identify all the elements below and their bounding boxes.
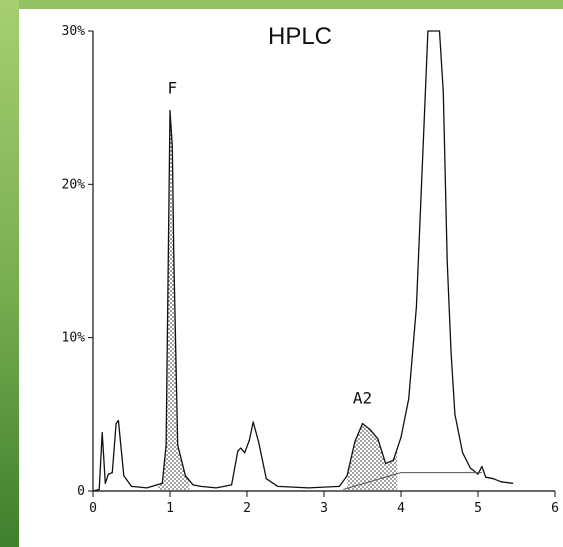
data-point xyxy=(485,477,486,478)
chromatogram-trace xyxy=(92,30,513,491)
shaded-peak-F xyxy=(158,111,189,491)
data-point xyxy=(244,452,245,453)
data-point xyxy=(393,460,394,461)
data-point xyxy=(193,484,194,485)
peak-label-f: F xyxy=(167,79,177,98)
data-point xyxy=(253,421,254,422)
data-point xyxy=(454,414,455,415)
data-point xyxy=(447,260,448,261)
data-point xyxy=(354,441,355,442)
x-tick-label: 1 xyxy=(166,501,174,516)
x-tick-label: 5 xyxy=(474,501,482,516)
data-point xyxy=(185,475,186,476)
data-point xyxy=(108,474,109,475)
x-tick-label: 6 xyxy=(551,501,559,516)
data-point xyxy=(470,467,471,468)
y-tick-label: 0 xyxy=(77,484,85,499)
y-tick-label: 10% xyxy=(62,331,86,346)
data-point xyxy=(216,487,217,488)
data-point xyxy=(308,487,309,488)
x-tick-label: 3 xyxy=(320,501,328,516)
data-point xyxy=(427,30,428,31)
data-point xyxy=(258,441,259,442)
data-point xyxy=(162,483,163,484)
data-point xyxy=(501,481,502,482)
data-point xyxy=(431,30,432,31)
data-point xyxy=(424,122,425,123)
shaded-peak-areas xyxy=(158,111,397,491)
data-point xyxy=(177,444,178,445)
data-point xyxy=(237,451,238,452)
data-point xyxy=(169,110,170,111)
peak-label-a2: A2 xyxy=(353,388,372,407)
data-point xyxy=(249,440,250,441)
data-point xyxy=(200,486,201,487)
data-point xyxy=(377,438,378,439)
data-point xyxy=(277,486,278,487)
x-tick-label: 0 xyxy=(89,501,97,516)
chart-title: HPLC xyxy=(268,23,332,50)
data-point xyxy=(347,475,348,476)
data-point xyxy=(240,447,241,448)
data-point xyxy=(443,92,444,93)
data-point xyxy=(462,452,463,453)
data-point xyxy=(112,472,113,473)
data-point xyxy=(408,398,409,399)
chart-labels: F A2 xyxy=(167,79,372,408)
data-point xyxy=(400,437,401,438)
data-point xyxy=(118,420,119,421)
data-point xyxy=(92,490,93,491)
data-point xyxy=(166,444,167,445)
data-point xyxy=(439,30,440,31)
data-point xyxy=(146,487,147,488)
data-point xyxy=(131,486,132,487)
y-tick-label: 30% xyxy=(62,24,86,39)
data-point xyxy=(116,423,117,424)
data-point xyxy=(416,306,417,307)
data-point xyxy=(99,489,100,490)
x-tick-label: 4 xyxy=(397,501,405,516)
data-point xyxy=(105,483,106,484)
data-point xyxy=(266,478,267,479)
x-tick-label: 2 xyxy=(243,501,251,516)
chromatogram-line xyxy=(93,31,513,491)
data-point xyxy=(123,475,124,476)
data-point xyxy=(493,478,494,479)
data-point xyxy=(102,432,103,433)
data-point xyxy=(173,260,174,261)
data-point xyxy=(450,352,451,353)
data-point xyxy=(172,145,173,146)
data-point xyxy=(339,486,340,487)
data-point xyxy=(370,429,371,430)
data-point xyxy=(512,483,513,484)
data-point xyxy=(477,474,478,475)
data-point xyxy=(481,466,482,467)
data-point xyxy=(362,423,363,424)
data-point xyxy=(231,484,232,485)
y-tick-label: 20% xyxy=(62,177,86,192)
axes: 0 10% 20% 30% 0 1 2 3 4 5 6 xyxy=(62,24,559,516)
data-point xyxy=(385,463,386,464)
